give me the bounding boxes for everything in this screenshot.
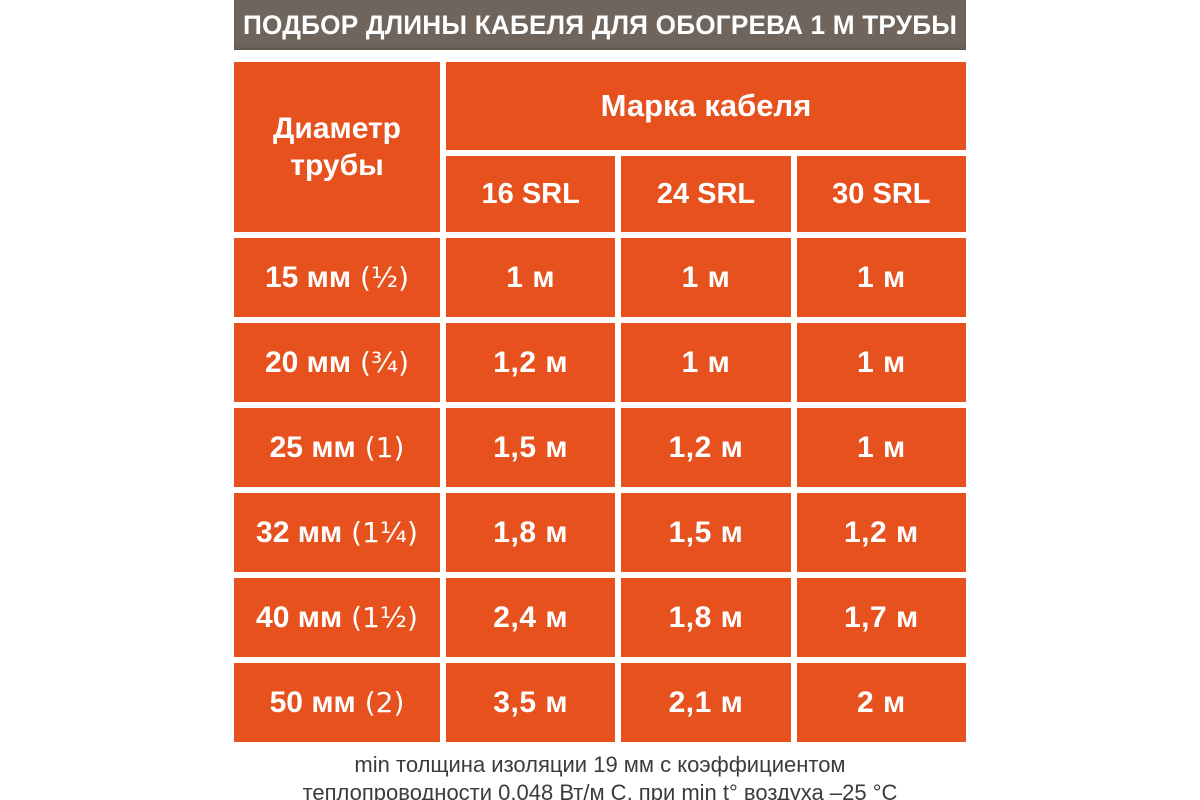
value-cell: 1 м bbox=[796, 238, 966, 317]
value-cell: 1,8 м bbox=[621, 578, 791, 657]
footnote-line: теплопроводности 0,048 Вт/м С, при min t… bbox=[302, 780, 898, 800]
diameter-inches-label: (1¹⁄₂) bbox=[351, 601, 418, 634]
value-cell: 2,1 м bbox=[621, 663, 791, 742]
value-cell: 1,2 м bbox=[446, 323, 616, 402]
diameter-label: 50 мм bbox=[269, 685, 356, 719]
diameter-inches-label: (1) bbox=[364, 431, 405, 464]
diameter-inches-label: (1¹⁄₄) bbox=[351, 516, 418, 549]
footnote-line: min толщина изоляции 19 мм с коэффициент… bbox=[354, 752, 846, 777]
value-cell: 1,5 м bbox=[621, 493, 791, 572]
column-header-30srl: 30 SRL bbox=[796, 156, 966, 232]
diameter-inches-label: (2) bbox=[364, 686, 405, 719]
diameter-cell: 15 мм (¹⁄₂) bbox=[234, 238, 440, 317]
footnote: min толщина изоляции 19 мм с коэффициент… bbox=[234, 751, 966, 800]
value-cell: 1 м bbox=[796, 323, 966, 402]
value-cell: 1,2 м bbox=[796, 493, 966, 572]
diameter-cell: 40 мм (1¹⁄₂) bbox=[234, 578, 440, 657]
diameter-label: 20 мм bbox=[264, 345, 352, 379]
page-title: ПОДБОР ДЛИНЫ КАБЕЛЯ ДЛЯ ОБОГРЕВА 1 М ТРУ… bbox=[242, 9, 958, 40]
column-header-24srl: 24 SRL bbox=[621, 156, 791, 232]
diameter-label: 15 мм bbox=[264, 260, 352, 294]
value-cell: 1 м bbox=[621, 323, 791, 402]
infographic-board: ПОДБОР ДЛИНЫ КАБЕЛЯ ДЛЯ ОБОГРЕВА 1 М ТРУ… bbox=[234, 0, 966, 800]
value-cell: 2 м bbox=[796, 663, 966, 742]
value-cell: 1,5 м bbox=[446, 408, 616, 487]
diameter-cell: 32 мм (1¹⁄₄) bbox=[234, 493, 440, 572]
value-cell: 3,5 м bbox=[446, 663, 616, 742]
value-cell: 2,4 м bbox=[446, 578, 616, 657]
diameter-inches-label: (³⁄₄) bbox=[360, 346, 410, 379]
column-group-header-cable-brand: Марка кабеля bbox=[446, 62, 966, 150]
diameter-label: 25 мм bbox=[269, 430, 356, 464]
diameter-cell: 50 мм (2) bbox=[234, 663, 440, 742]
value-cell: 1,7 м bbox=[796, 578, 966, 657]
value-cell: 1 м bbox=[446, 238, 616, 317]
column-header-16srl: 16 SRL bbox=[446, 156, 616, 232]
value-cell: 1 м bbox=[796, 408, 966, 487]
row-group-header-pipe-diameter: Диаметр трубы bbox=[234, 62, 440, 232]
diameter-label: 40 мм bbox=[256, 600, 343, 634]
title-bar: ПОДБОР ДЛИНЫ КАБЕЛЯ ДЛЯ ОБОГРЕВА 1 М ТРУ… bbox=[234, 0, 966, 50]
diameter-label: 32 мм bbox=[256, 515, 343, 549]
value-cell: 1 м bbox=[621, 238, 791, 317]
diameter-inches-label: (¹⁄₂) bbox=[360, 261, 410, 294]
diameter-cell: 25 мм (1) bbox=[234, 408, 440, 487]
value-cell: 1,8 м bbox=[446, 493, 616, 572]
diameter-cell: 20 мм (³⁄₄) bbox=[234, 323, 440, 402]
pipe-cable-length-table: Диаметр трубы Марка кабеля 16 SRL 24 SRL… bbox=[234, 62, 966, 742]
value-cell: 1,2 м bbox=[621, 408, 791, 487]
